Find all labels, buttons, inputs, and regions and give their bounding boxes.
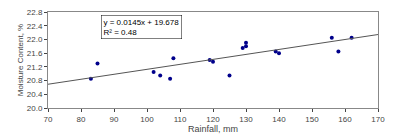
svg-text:21.2: 21.2 [27,63,43,72]
svg-text:110: 110 [174,115,187,124]
svg-text:22.4: 22.4 [27,22,43,31]
svg-text:y = 0.0145x + 19.678R² = 0.48: y = 0.0145x + 19.678R² = 0.48 [104,18,180,37]
svg-text:22.8: 22.8 [27,8,43,17]
svg-text:Rainfall, mm: Rainfall, mm [188,124,238,134]
svg-text:70: 70 [44,115,53,124]
svg-text:120: 120 [206,115,220,124]
svg-text:Moisture Content, %: Moisture Content, % [16,24,25,96]
svg-text:140: 140 [272,115,286,124]
svg-text:20.8: 20.8 [27,76,43,85]
svg-text:21.6: 21.6 [27,49,43,58]
svg-text:170: 170 [371,115,385,124]
svg-text:90: 90 [110,115,119,124]
svg-text:80: 80 [77,115,86,124]
svg-text:160: 160 [338,115,352,124]
svg-text:20.0: 20.0 [27,104,43,113]
svg-text:100: 100 [140,115,154,124]
svg-text:22.0: 22.0 [27,35,43,44]
svg-text:130: 130 [239,115,253,124]
svg-text:150: 150 [305,115,319,124]
svg-text:20.4: 20.4 [27,90,43,99]
